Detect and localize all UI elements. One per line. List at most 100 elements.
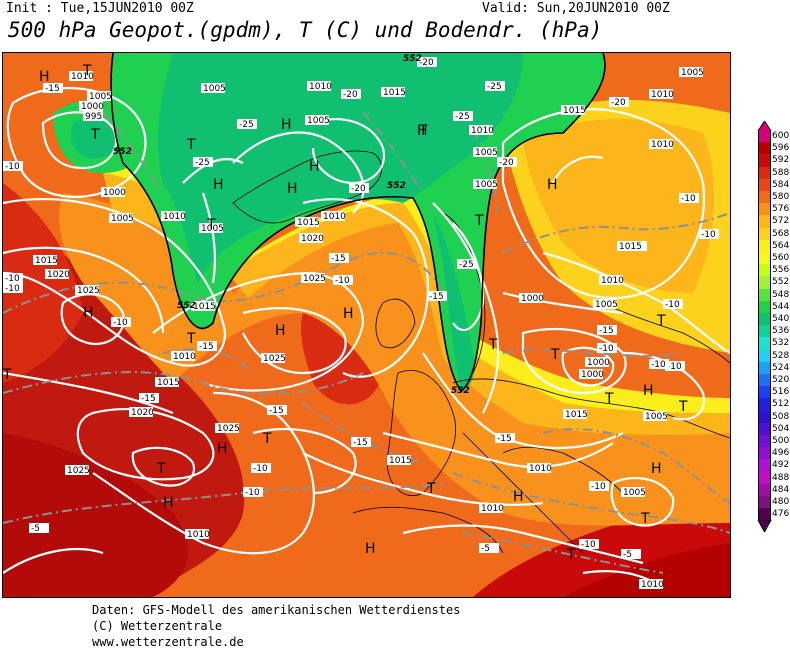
svg-text:-15: -15 [331,254,346,264]
svg-text:1025: 1025 [77,286,100,296]
svg-text:-10: -10 [5,284,20,294]
svg-text:1005: 1005 [203,84,226,94]
pressure-label: 1005 [201,83,226,94]
pressure-label: 1015 [155,377,180,388]
temperature-label: -20 [341,89,361,100]
footer-website: www.wetterzentrale.de [92,635,244,649]
legend-label: 528 [772,350,790,361]
high-pressure-marker: H [281,117,292,133]
weather-map-svg: 1010 1005 1000 995 1005 1010 1015 1020 1… [3,53,730,597]
svg-text:1005: 1005 [475,180,498,190]
svg-text:-15: -15 [353,438,368,448]
pressure-label: 1020 [45,269,70,280]
high-pressure-marker: H [83,305,94,321]
pressure-label: 1010 [69,71,94,82]
svg-text:1010: 1010 [651,90,674,100]
low-pressure-marker: T [262,431,272,447]
geopotential-label: 552 [387,181,406,191]
svg-text:-25: -25 [195,158,210,168]
svg-text:-10: -10 [599,344,614,354]
legend-swatch [758,276,771,290]
svg-text:1010: 1010 [641,580,664,590]
init-time: Init : Tue,15JUN2010 00Z [6,1,194,16]
temperature-label: -10 [3,273,23,284]
legend-label: 544 [772,301,790,312]
legend-swatch [758,288,771,302]
svg-text:-10: -10 [681,194,696,204]
svg-text:-10: -10 [253,464,268,474]
legend-swatch [758,154,771,168]
temperature-label: -25 [237,119,257,130]
pressure-label: 1005 [593,299,618,310]
low-pressure-marker: T [90,127,100,143]
low-pressure-marker: T [186,137,196,153]
svg-text:1020: 1020 [47,270,70,280]
legend-label: 504 [772,423,790,434]
pressure-label: 1005 [87,91,112,102]
temperature-label: -15 [139,393,159,404]
svg-text:-10: -10 [665,300,680,310]
geopotential-label: 552 [451,386,470,396]
legend-label: 476 [772,509,790,520]
temperature-label: -15 [427,291,447,302]
svg-text:1010: 1010 [173,352,196,362]
legend-label: 492 [772,460,790,471]
legend-swatch [758,300,771,314]
legend-swatch [758,264,771,277]
svg-text:1015: 1015 [565,410,588,420]
svg-text:-15: -15 [599,326,614,336]
pressure-label: 1010 [527,463,552,474]
legend-swatch [758,215,771,229]
svg-text:1015: 1015 [157,378,180,388]
svg-text:1015: 1015 [563,106,586,116]
svg-text:-10: -10 [335,276,350,286]
svg-text:1000: 1000 [81,102,104,112]
legend-label: 596 [772,143,790,154]
legend-label: 520 [772,375,790,385]
pressure-label: 1010 [185,529,210,540]
pressure-label: 1025 [301,273,326,284]
svg-text:-20: -20 [343,90,358,100]
pressure-label: 1000 [579,369,604,380]
svg-text:-10: -10 [113,318,128,328]
legend-label: 508 [772,411,790,422]
pressure-label: 1015 [561,105,586,116]
svg-text:1010: 1010 [187,530,210,540]
temperature-label: -10 [3,161,23,172]
temperature-labels: -15 -10 -15 -10 -5 -10 -15 -25 -20 -25 -… [3,57,719,560]
temperature-label: -10 [665,361,685,372]
low-pressure-marker: T [206,217,216,233]
pressure-label: 1025 [261,353,286,364]
temperature-label: -15 [329,253,349,264]
pressure-label: 1005 [473,179,498,190]
svg-text:1025: 1025 [263,354,286,364]
temperature-label: -10 [699,229,719,240]
legend-label: 524 [772,362,790,373]
legend-swatch [758,508,771,521]
svg-text:1010: 1010 [323,212,346,222]
svg-text:1005: 1005 [111,214,134,224]
pressure-label: 1015 [617,241,647,252]
legend-label: 500 [772,436,790,446]
temperature-label: -15 [351,437,371,448]
high-pressure-marker: H [39,69,50,85]
legend-swatch [758,191,771,204]
legend-swatch [758,227,771,241]
legend-swatch [758,447,771,460]
temperature-label: -20 [349,183,369,194]
legend-swatch [758,471,771,485]
svg-text:-10: -10 [245,488,260,498]
geopotential-label: 552 [403,54,422,64]
low-pressure-marker: T [418,123,428,139]
svg-text:-20: -20 [499,158,514,168]
svg-text:1015: 1015 [389,456,412,466]
high-pressure-marker: H [213,177,224,193]
high-pressure-marker: H [309,159,320,175]
legend-label: 532 [772,338,790,349]
legend-swatch [758,166,771,180]
svg-text:1005: 1005 [89,92,112,102]
high-pressure-marker: H [417,123,428,139]
svg-text:1005: 1005 [201,224,224,234]
temperature-label: -10 [679,193,699,204]
temperature-label: -10 [3,283,23,294]
